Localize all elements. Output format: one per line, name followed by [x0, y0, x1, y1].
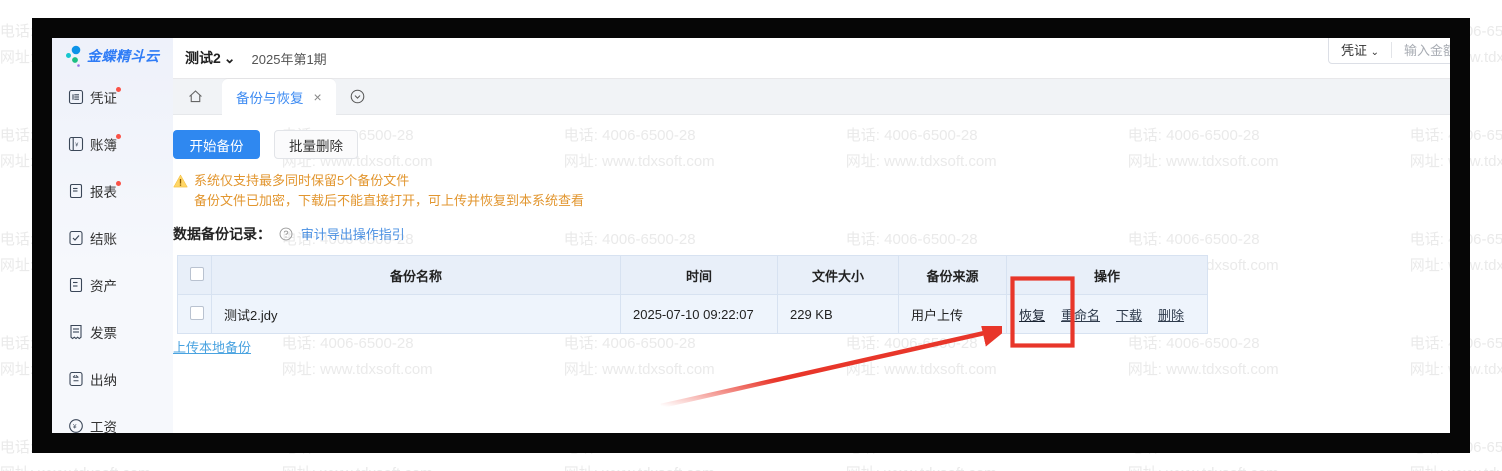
- svg-text:¥: ¥: [73, 423, 77, 430]
- svg-text:¥: ¥: [75, 142, 79, 148]
